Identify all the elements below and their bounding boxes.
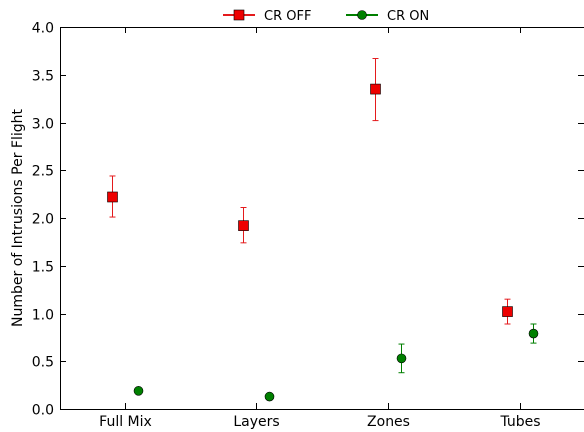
x-axis-ticks: Full Mix Layers Zones Tubes [99, 27, 541, 430]
y-tick-label: 2.0 [32, 212, 54, 228]
y-axis-ticks: 0.0 0.5 1.0 1.5 2.0 2.5 3.0 3.5 4.0 [32, 21, 584, 419]
y-tick-label: 0.0 [32, 403, 54, 419]
data-point-circle [528, 328, 539, 339]
legend-item: CR ON [346, 9, 429, 24]
series-layer [107, 58, 539, 402]
legend-item: CR OFF [223, 9, 311, 24]
y-axis-title: Number of Intrusions Per Flight [10, 109, 26, 327]
y-tick-label: 1.5 [32, 260, 54, 276]
x-tick-label: Layers [233, 414, 279, 430]
series-cr-off [107, 58, 513, 325]
legend-marker-square [233, 9, 245, 21]
y-tick-label: 4.0 [32, 21, 54, 37]
y-tick-label: 3.5 [32, 69, 54, 85]
data-point-square [502, 306, 513, 317]
y-tick-label: 3.0 [32, 117, 54, 133]
series-cr-on [133, 323, 539, 402]
legend-label: CR OFF [264, 9, 311, 24]
y-tick-label: 2.5 [32, 164, 54, 180]
x-tick-label: Zones [367, 414, 410, 430]
data-point-circle [264, 391, 275, 402]
data-point-circle [133, 386, 144, 396]
data-point-square [238, 220, 249, 231]
data-point-square [370, 83, 381, 95]
plot-area [60, 27, 584, 410]
x-tick-label: Full Mix [99, 414, 152, 430]
data-point-circle [396, 353, 407, 364]
x-tick-label: Tubes [499, 414, 540, 430]
y-tick-label: 0.5 [32, 355, 54, 371]
legend: CR OFF CR ON [223, 9, 429, 24]
legend-label: CR ON [387, 9, 429, 24]
y-tick-label: 1.0 [32, 308, 54, 324]
data-point-square [107, 191, 118, 203]
legend-marker-circle [357, 10, 367, 20]
